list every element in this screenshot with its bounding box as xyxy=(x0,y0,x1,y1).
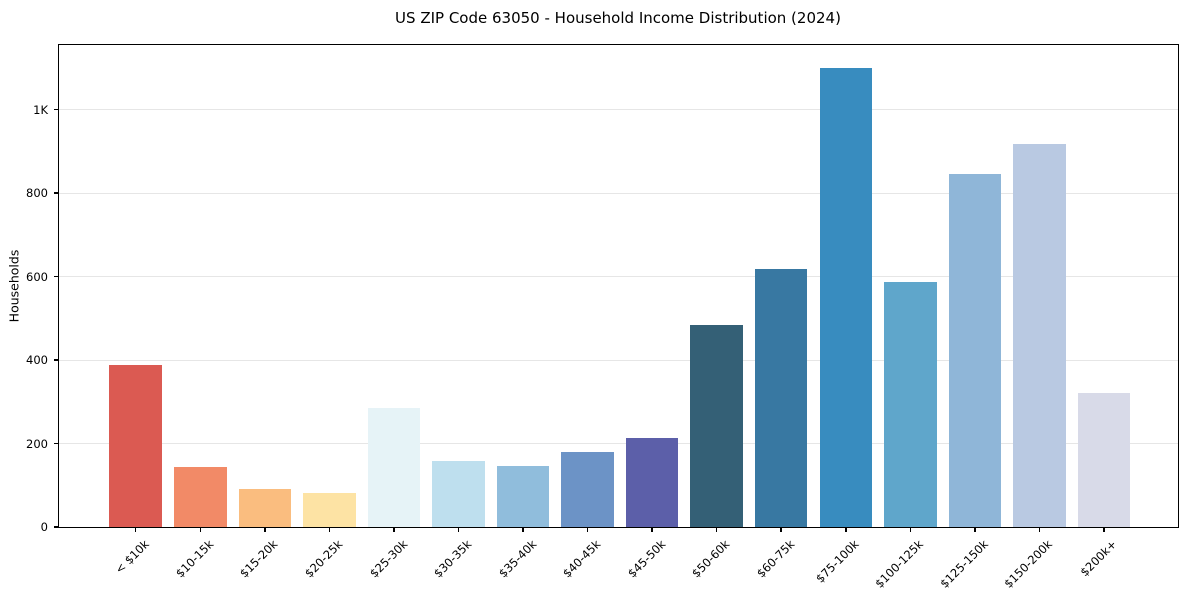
y-tick xyxy=(54,275,59,278)
gridline xyxy=(59,192,1178,194)
x-tick-label: $125-150k xyxy=(936,537,991,590)
x-tick-label: < $10k xyxy=(112,537,152,577)
gridline xyxy=(59,109,1178,111)
y-tick-label: 1K xyxy=(33,102,48,117)
bar xyxy=(367,408,421,527)
x-tick xyxy=(1103,527,1105,532)
x-tick xyxy=(264,527,266,532)
x-tick-label: $40-45k xyxy=(560,537,604,581)
y-tick xyxy=(54,526,59,528)
x-tick xyxy=(328,527,331,532)
x-tick xyxy=(715,527,718,532)
x-tick-label: $25-30k xyxy=(366,537,410,581)
y-tick-label: 0 xyxy=(40,520,48,534)
x-tick xyxy=(845,527,847,532)
x-tick-label: $35-40k xyxy=(495,537,539,581)
x-tick-label: $30-35k xyxy=(430,537,475,581)
x-tick-label: $45-50k xyxy=(624,537,669,581)
plot-area xyxy=(59,45,1178,527)
x-tick xyxy=(134,527,137,532)
bar xyxy=(884,282,937,527)
bar xyxy=(238,489,292,527)
y-tick xyxy=(54,108,59,111)
y-tick xyxy=(54,442,59,445)
x-tick xyxy=(974,527,976,532)
bar xyxy=(1013,144,1066,527)
x-tick-label: $15-20k xyxy=(237,537,281,581)
x-tick-label: $150-200k xyxy=(1001,537,1056,590)
bar xyxy=(948,173,1002,527)
bar xyxy=(432,461,485,527)
y-tick-label: 200 xyxy=(26,436,48,451)
bar xyxy=(1077,392,1131,527)
y-tick-label: 400 xyxy=(26,353,48,368)
gridline xyxy=(59,443,1178,445)
x-tick-label: $50-60k xyxy=(689,537,733,581)
x-tick xyxy=(1038,527,1041,532)
y-tick-label: 800 xyxy=(26,186,48,201)
x-tick-label: $10-15k xyxy=(172,537,217,581)
x-tick xyxy=(909,527,912,532)
x-tick xyxy=(586,527,589,532)
bar xyxy=(109,365,162,527)
bar xyxy=(690,324,743,527)
bar xyxy=(754,268,808,527)
x-tick-label: $20-25k xyxy=(301,537,346,581)
gridline xyxy=(59,276,1178,278)
bar xyxy=(496,465,550,527)
x-tick xyxy=(457,527,460,532)
x-tick xyxy=(522,527,524,532)
bar xyxy=(303,493,356,527)
y-axis-label: Households xyxy=(6,249,22,323)
bar xyxy=(625,438,679,527)
x-tick-label: $75-100k xyxy=(813,537,862,586)
x-tick-label: $100-125k xyxy=(872,537,927,590)
y-tick xyxy=(54,359,59,361)
y-tick-label: 600 xyxy=(26,269,48,284)
x-tick xyxy=(780,527,782,532)
x-tick xyxy=(651,527,653,532)
y-tick xyxy=(54,192,59,194)
chart-title: US ZIP Code 63050 - Household Income Dis… xyxy=(395,9,841,27)
bar xyxy=(819,67,872,527)
x-tick xyxy=(199,527,201,532)
bar xyxy=(561,452,614,527)
gridline xyxy=(59,359,1178,361)
x-tick-label: $60-75k xyxy=(753,537,798,581)
bar xyxy=(174,467,227,527)
x-tick-label: $200k+ xyxy=(1077,537,1120,580)
x-tick xyxy=(393,527,395,532)
